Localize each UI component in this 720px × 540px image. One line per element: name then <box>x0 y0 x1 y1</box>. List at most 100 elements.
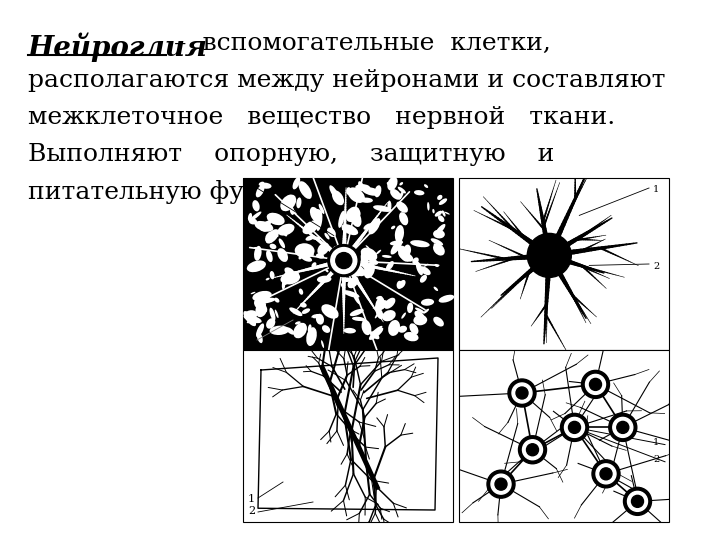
Ellipse shape <box>341 284 344 288</box>
Ellipse shape <box>376 249 381 254</box>
Ellipse shape <box>305 235 315 241</box>
Ellipse shape <box>266 229 279 244</box>
Ellipse shape <box>292 177 300 190</box>
Text: межклеточное   вещество   нервной   ткани.: межклеточное вещество нервной ткани. <box>28 106 616 129</box>
Ellipse shape <box>272 235 279 238</box>
Ellipse shape <box>382 310 396 321</box>
Text: Выполняют    опорную,    защитную    и: Выполняют опорную, защитную и <box>28 143 554 166</box>
Ellipse shape <box>424 184 428 188</box>
Ellipse shape <box>261 228 269 232</box>
Ellipse shape <box>253 291 271 301</box>
Ellipse shape <box>410 323 418 334</box>
Circle shape <box>609 414 636 441</box>
Ellipse shape <box>397 281 402 289</box>
Ellipse shape <box>356 210 361 217</box>
Ellipse shape <box>257 293 267 306</box>
Ellipse shape <box>281 272 300 285</box>
Ellipse shape <box>270 271 274 279</box>
Circle shape <box>564 417 585 437</box>
Ellipse shape <box>354 217 360 224</box>
Ellipse shape <box>302 220 319 234</box>
Ellipse shape <box>277 224 294 235</box>
Circle shape <box>613 417 633 437</box>
Ellipse shape <box>247 260 266 272</box>
Ellipse shape <box>293 323 307 338</box>
Ellipse shape <box>284 233 287 237</box>
Ellipse shape <box>316 253 324 259</box>
Ellipse shape <box>249 218 257 225</box>
Ellipse shape <box>300 302 307 308</box>
Ellipse shape <box>374 300 387 310</box>
Ellipse shape <box>435 211 442 217</box>
Ellipse shape <box>316 212 323 231</box>
Ellipse shape <box>261 220 271 228</box>
Ellipse shape <box>369 328 383 340</box>
Ellipse shape <box>319 204 325 214</box>
Ellipse shape <box>348 263 362 276</box>
Ellipse shape <box>341 278 351 282</box>
Ellipse shape <box>375 312 380 319</box>
Ellipse shape <box>322 325 330 333</box>
Ellipse shape <box>310 207 320 222</box>
Ellipse shape <box>254 300 267 313</box>
Ellipse shape <box>350 309 364 316</box>
Ellipse shape <box>289 206 294 215</box>
Ellipse shape <box>316 314 324 325</box>
Ellipse shape <box>327 227 336 237</box>
Ellipse shape <box>415 308 425 313</box>
Ellipse shape <box>420 266 431 275</box>
Ellipse shape <box>269 326 289 335</box>
Ellipse shape <box>282 272 289 285</box>
Circle shape <box>590 379 601 390</box>
Ellipse shape <box>341 224 358 235</box>
Circle shape <box>631 495 644 508</box>
Ellipse shape <box>295 321 301 325</box>
Ellipse shape <box>444 212 450 214</box>
Ellipse shape <box>433 244 441 252</box>
Ellipse shape <box>350 210 361 227</box>
Ellipse shape <box>398 326 407 333</box>
Circle shape <box>330 247 357 274</box>
Circle shape <box>518 436 546 464</box>
Ellipse shape <box>325 269 328 272</box>
Text: 1: 1 <box>653 185 660 194</box>
Ellipse shape <box>433 244 445 255</box>
Ellipse shape <box>312 314 320 318</box>
Ellipse shape <box>387 200 392 211</box>
Ellipse shape <box>361 252 368 269</box>
Ellipse shape <box>269 308 276 321</box>
Ellipse shape <box>398 251 413 262</box>
Ellipse shape <box>256 332 263 343</box>
Circle shape <box>624 488 652 515</box>
Ellipse shape <box>390 240 403 245</box>
Circle shape <box>491 474 511 494</box>
Ellipse shape <box>366 245 370 249</box>
Ellipse shape <box>256 298 276 303</box>
Circle shape <box>516 387 528 399</box>
Ellipse shape <box>438 295 454 303</box>
Ellipse shape <box>360 198 373 203</box>
Ellipse shape <box>378 305 385 310</box>
Ellipse shape <box>398 280 405 288</box>
Ellipse shape <box>251 292 256 294</box>
Ellipse shape <box>397 187 406 193</box>
Ellipse shape <box>354 295 360 305</box>
Ellipse shape <box>299 288 303 295</box>
Circle shape <box>582 370 610 399</box>
Ellipse shape <box>370 332 379 339</box>
Ellipse shape <box>306 327 317 346</box>
Circle shape <box>585 374 606 394</box>
Ellipse shape <box>294 243 315 258</box>
Circle shape <box>617 421 629 434</box>
Ellipse shape <box>329 185 339 200</box>
Circle shape <box>600 468 612 480</box>
Ellipse shape <box>384 298 395 309</box>
Text: 2: 2 <box>653 262 660 271</box>
Ellipse shape <box>433 287 438 291</box>
Text: 1: 1 <box>653 437 660 447</box>
Ellipse shape <box>256 306 266 317</box>
Ellipse shape <box>275 309 279 318</box>
Ellipse shape <box>439 198 447 205</box>
Ellipse shape <box>252 200 260 211</box>
Circle shape <box>487 470 515 498</box>
